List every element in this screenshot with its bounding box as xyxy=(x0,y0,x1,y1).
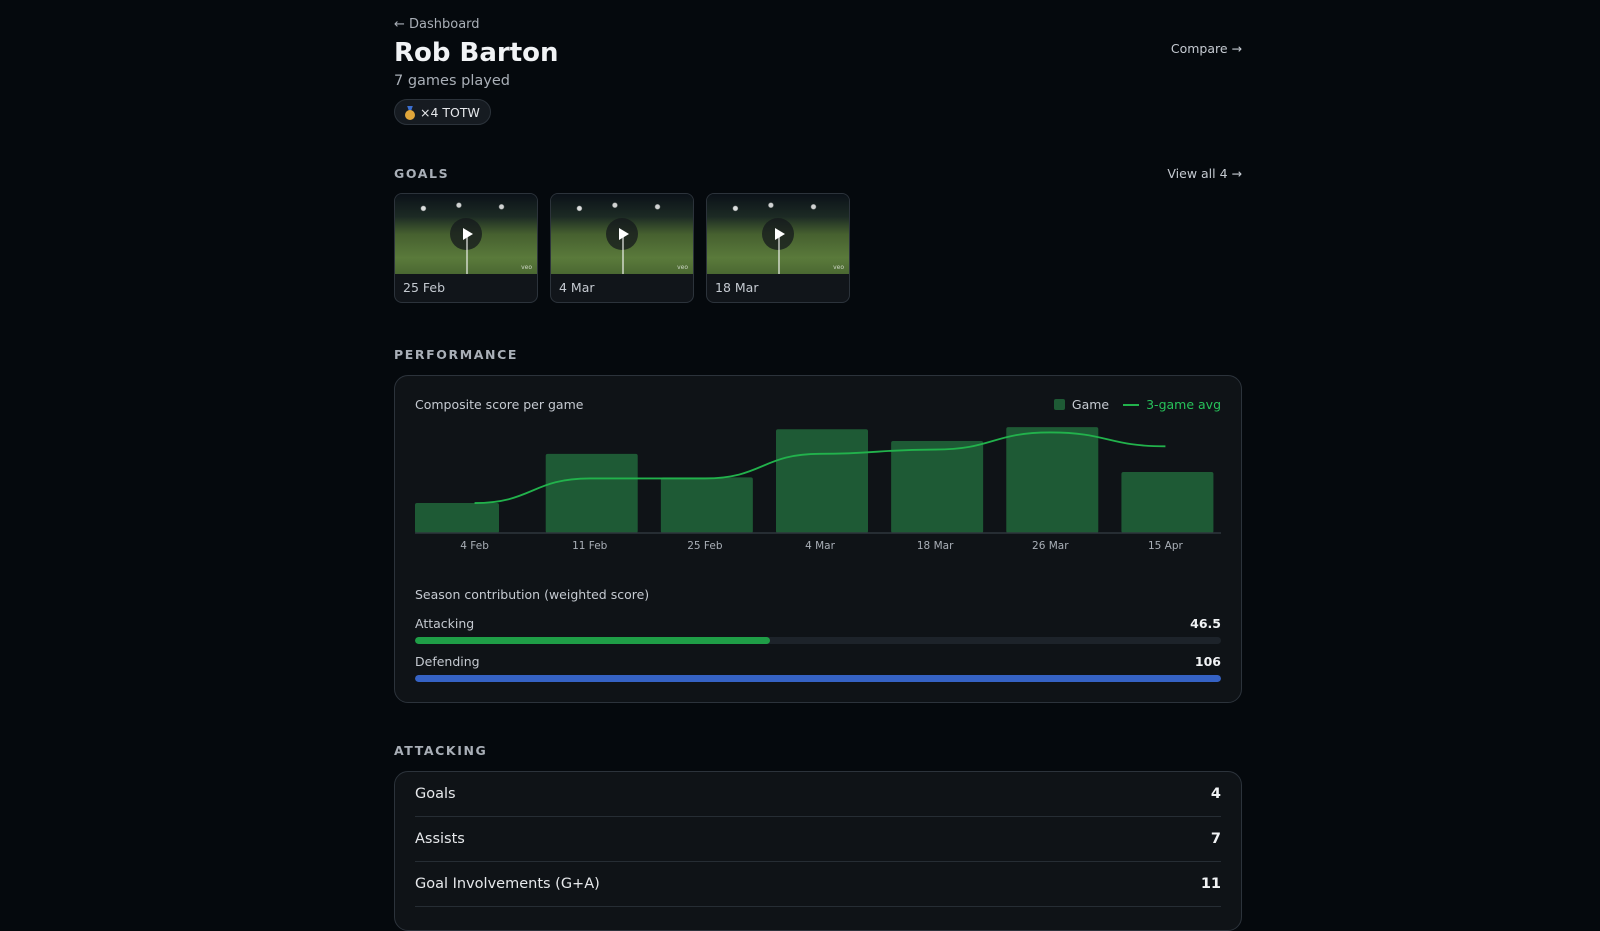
stat-label: Goal Involvements (G+A) xyxy=(415,876,600,892)
stat-label: Goals xyxy=(415,786,456,802)
stat-label: Assists xyxy=(415,831,465,847)
medal-icon xyxy=(405,106,415,120)
legend-avg: 3-game avg xyxy=(1123,397,1221,412)
goal-clip-card[interactable]: veo 25 Feb xyxy=(394,193,538,303)
totw-badge: ×4 TOTW xyxy=(394,99,491,125)
stat-row-assists: Assists 7 xyxy=(415,817,1221,862)
bar-game-3 xyxy=(776,429,868,533)
defending-contribution-track xyxy=(415,675,1221,682)
view-all-goals-link[interactable]: View all 4 → xyxy=(1167,166,1242,181)
defending-contribution-fill xyxy=(415,675,1221,682)
bar-game-6 xyxy=(1121,472,1214,533)
performance-card: 4 Feb 11 Feb 25 Feb 4 Mar 18 Mar 26 Mar 15 Apr… xyxy=(394,375,1242,703)
attacking-contribution-label: Attacking xyxy=(415,616,475,631)
bar-game-1 xyxy=(545,453,638,533)
attacking-section-title: ATTACKING xyxy=(394,743,488,758)
x-tick-label: 11 Feb xyxy=(572,540,608,552)
performance-section-title: PERFORMANCE xyxy=(394,347,519,362)
totw-badge-label: ×4 TOTW xyxy=(420,104,480,120)
x-tick-label: 4 Mar xyxy=(805,540,836,552)
player-name: Rob Barton xyxy=(394,38,559,68)
x-tick-label: 25 Feb xyxy=(687,540,723,552)
goal-clip-date: 25 Feb xyxy=(403,280,446,295)
play-icon[interactable] xyxy=(606,218,638,250)
legend-game-label: Game xyxy=(1071,397,1110,412)
legend-avg-label: 3-game avg xyxy=(1146,397,1221,412)
legend-game-swatch xyxy=(1053,399,1065,410)
defending-contribution-value: 106 xyxy=(1194,654,1221,669)
legend-avg-swatch xyxy=(1123,403,1140,406)
legend-game: Game xyxy=(1053,397,1110,412)
chart-title: Composite score per game xyxy=(415,397,584,412)
bar-game-5 xyxy=(1006,427,1099,533)
goal-clip-card[interactable]: veo 18 Mar xyxy=(706,193,850,303)
bar-game-4 xyxy=(891,440,984,533)
goal-clip-date: 18 Mar xyxy=(715,280,759,295)
attacking-stats-card: Goals 4 Assists 7 Goal Involvements (G+A… xyxy=(394,771,1242,931)
attacking-contribution-fill xyxy=(415,637,770,644)
composite-score-chart: 4 Feb 11 Feb 25 Feb 4 Mar 18 Mar 26 Mar 15 Apr xyxy=(415,427,1221,552)
play-icon[interactable] xyxy=(450,218,482,250)
goal-clip-date: 4 Mar xyxy=(559,280,595,295)
clip-watermark: veo xyxy=(833,264,844,271)
goal-clip-card[interactable]: veo 4 Mar xyxy=(550,193,694,303)
x-tick-label: 4 Feb xyxy=(460,540,489,552)
x-tick-label: 18 Mar xyxy=(917,540,954,552)
stat-row-goals: Goals 4 xyxy=(415,772,1221,817)
attacking-contribution-value: 46.5 xyxy=(1190,616,1221,631)
stat-value: 11 xyxy=(1200,876,1221,892)
goal-clip-thumbnail: veo xyxy=(551,194,693,274)
clip-watermark: veo xyxy=(677,264,688,271)
goal-clip-thumbnail: veo xyxy=(395,194,537,274)
goal-clip-thumbnail: veo xyxy=(707,194,849,274)
stat-row-goal-involvements: Goal Involvements (G+A) 11 xyxy=(415,862,1221,907)
chart-legend: Game 3-game avg xyxy=(1053,397,1221,412)
attacking-contribution-track xyxy=(415,637,1221,644)
games-played: 7 games played xyxy=(394,73,510,89)
play-icon[interactable] xyxy=(762,218,794,250)
x-tick-label: 26 Mar xyxy=(1032,540,1069,552)
bar-game-0 xyxy=(415,503,499,533)
season-contribution-title: Season contribution (weighted score) xyxy=(415,587,650,602)
compare-link[interactable]: Compare → xyxy=(1170,41,1242,56)
back-to-dashboard-link[interactable]: ← Dashboard xyxy=(394,17,480,32)
stat-value: 4 xyxy=(1210,786,1221,802)
clip-watermark: veo xyxy=(521,264,532,271)
goals-section-title: GOALS xyxy=(394,166,450,181)
stat-value: 7 xyxy=(1210,831,1221,847)
bar-game-2 xyxy=(660,477,753,533)
series-line-3-game-avg xyxy=(474,431,1166,504)
x-tick-label: 15 Apr xyxy=(1148,540,1184,552)
defending-contribution-label: Defending xyxy=(415,654,480,669)
